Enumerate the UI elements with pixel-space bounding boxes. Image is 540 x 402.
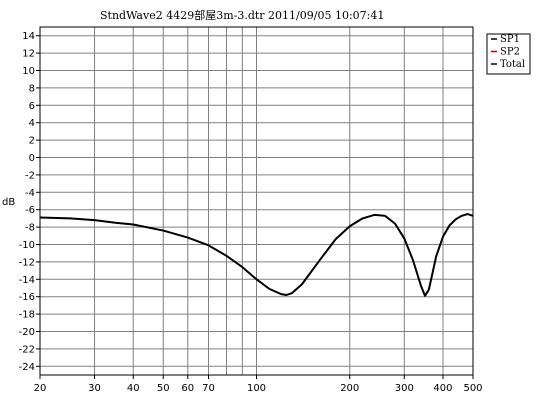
legend-label-total: Total [500,59,525,70]
y-tick-label: -12 [19,257,35,268]
x-tick-label: 60 [181,383,194,394]
x-tick-label: 40 [127,383,140,394]
series-line-total [39,213,474,297]
grid [39,27,474,375]
x-tick-label: 400 [433,383,452,394]
legend-box [486,33,531,75]
x-tick-label: 300 [395,383,414,394]
y-tick-label: -20 [19,327,35,338]
y-tick-label: -8 [25,223,35,234]
y-tick-label: 6 [29,101,35,112]
y-tick-label: 8 [29,83,35,94]
y-tick-label: -2 [25,170,35,181]
y-tick-label: -24 [19,362,35,373]
x-tick-label: 30 [88,383,101,394]
series-lines [39,213,474,297]
legend-label-sp2: SP2 [500,47,520,58]
chart-title: StndWave2 4429部屋3m-3.dtr 2011/09/05 10:0… [100,8,384,22]
y-tick-label: 4 [29,118,35,129]
x-tick-labels: 20 30 40 50 60 70 100 200 300 400 500 [34,375,483,394]
y-tick-label: -10 [19,240,35,251]
y-tick-label: -18 [19,310,35,321]
x-tick-label: 200 [340,383,359,394]
y-tick-label: -14 [19,275,35,286]
y-tick-label: -4 [25,188,35,199]
y-tick-label: 0 [29,153,35,164]
legend-label-sp1: SP1 [500,34,520,45]
x-tick-label: 100 [247,383,266,394]
y-tick-labels: 14 12 10 8 6 4 2 0 -2 -4 -6 -8 -10 -12 -14 -16 -18 -20 -22… [19,31,40,373]
x-tick-label: 70 [202,383,215,394]
x-tick-label: 20 [34,383,47,394]
y-tick-label: -22 [19,344,35,355]
y-tick-label: 14 [22,31,35,42]
y-axis-label: dB [2,197,15,208]
y-tick-label: 10 [22,66,35,77]
y-tick-label: 12 [22,49,35,60]
x-tick-label: 500 [463,383,482,394]
y-tick-label: -16 [19,292,35,303]
y-tick-label: 2 [29,136,35,147]
y-tick-label: -6 [25,205,35,216]
x-tick-label: 50 [157,383,170,394]
